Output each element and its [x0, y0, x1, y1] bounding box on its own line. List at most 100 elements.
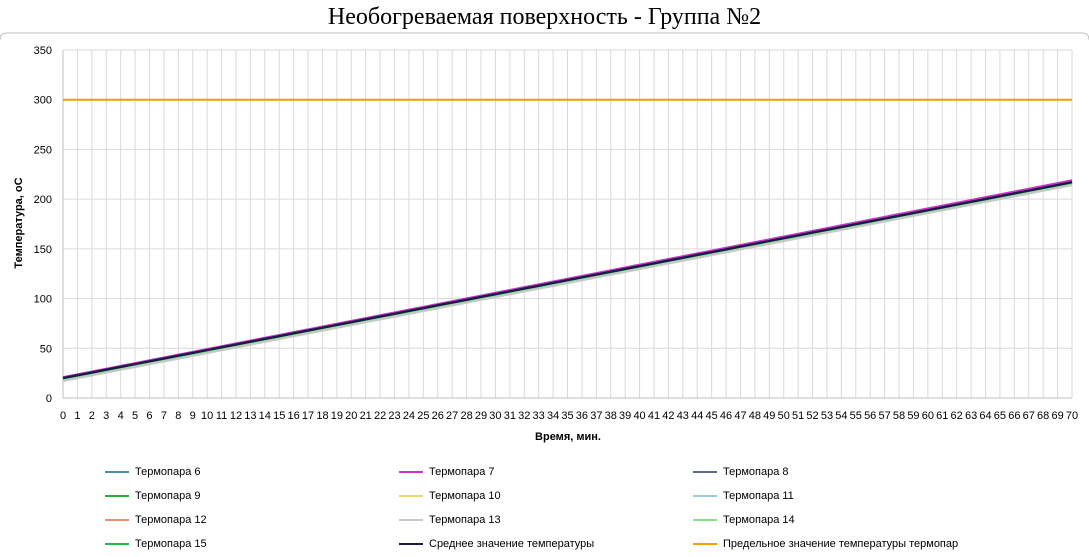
x-tick-label: 19: [331, 410, 343, 422]
x-tick-label: 44: [691, 410, 703, 422]
x-tick-label: 54: [835, 410, 847, 422]
y-axis-label: Температура, оС: [13, 177, 25, 268]
x-tick-label: 53: [821, 410, 833, 422]
legend-label: Термопара 11: [723, 490, 794, 502]
x-tick-label: 20: [345, 410, 357, 422]
x-tick-label: 62: [951, 410, 963, 422]
x-tick-label: 11: [216, 410, 227, 422]
legend-swatch: [399, 471, 423, 473]
legend-label: Среднее значение температуры: [429, 538, 595, 550]
chart-border: [0, 32, 1089, 41]
legend-item: Предельное значение температуры термопар: [693, 537, 958, 551]
x-tick-label: 43: [677, 410, 689, 422]
x-tick-label: 51: [792, 410, 804, 422]
y-tick-label: 150: [34, 244, 52, 256]
x-tick-label: 15: [273, 410, 285, 422]
x-tick-label: 36: [576, 410, 588, 422]
x-tick-label: 6: [146, 410, 152, 422]
x-tick-label: 50: [778, 410, 790, 422]
x-tick-label: 40: [633, 410, 645, 422]
legend-label: Термопара 14: [723, 514, 795, 526]
x-tick-label: 48: [749, 410, 761, 422]
x-tick-label: 67: [1023, 410, 1035, 422]
x-tick-label: 14: [259, 410, 271, 422]
legend-item: Термопара 7: [399, 465, 495, 479]
legend-label: Термопара 7: [429, 466, 495, 478]
legend-swatch: [693, 519, 717, 521]
x-tick-label: 25: [417, 410, 429, 422]
legend-label: Термопара 12: [135, 514, 207, 526]
y-tick-label: 200: [34, 194, 52, 206]
x-tick-label: 35: [561, 410, 573, 422]
legend-item: Термопара 15: [105, 537, 207, 551]
legend-item: Термопара 8: [693, 465, 789, 479]
x-tick-label: 0: [60, 410, 66, 422]
legend-swatch: [105, 519, 129, 521]
x-tick-label: 55: [850, 410, 862, 422]
x-tick-label: 22: [374, 410, 386, 422]
x-tick-label: 32: [518, 410, 530, 422]
x-tick-label: 4: [118, 410, 124, 422]
legend-item: Термопара 12: [105, 513, 207, 527]
x-tick-label: 12: [230, 410, 242, 422]
x-tick-label: 8: [175, 410, 181, 422]
legend-label: Термопара 15: [135, 538, 207, 550]
x-tick-label: 66: [1008, 410, 1020, 422]
x-tick-label: 59: [907, 410, 919, 422]
x-tick-label: 42: [662, 410, 674, 422]
x-tick-label: 24: [403, 410, 415, 422]
legend-label: Термопара 6: [135, 466, 201, 478]
x-tick-label: 57: [878, 410, 890, 422]
legend-swatch: [105, 543, 129, 545]
x-tick-label: 13: [244, 410, 256, 422]
x-tick-label: 60: [922, 410, 934, 422]
x-tick-label: 27: [446, 410, 458, 422]
legend-label: Термопара 10: [429, 490, 501, 502]
legend-label: Термопара 13: [429, 514, 501, 526]
chart-legend: Термопара 6 Термопара 7 Термопара 8 Термопа…: [0, 460, 1089, 557]
legend-swatch: [105, 471, 129, 473]
x-tick-label: 1: [74, 410, 80, 422]
x-tick-label: 61: [936, 410, 948, 422]
y-tick-label: 350: [34, 45, 52, 57]
legend-item: Термопара 9: [105, 489, 201, 503]
legend-swatch: [693, 471, 717, 473]
y-tick-label: 300: [34, 95, 52, 107]
x-tick-label: 37: [590, 410, 602, 422]
legend-label: Предельное значение температуры термопар: [723, 538, 959, 550]
y-tick-label: 100: [34, 294, 52, 306]
legend-swatch: [105, 495, 129, 497]
x-tick-label: 31: [504, 410, 516, 422]
x-tick-label: 9: [190, 410, 196, 422]
legend-item: Термопара 14: [693, 513, 795, 527]
series-line: [62, 184, 1073, 383]
legend-swatch: [399, 519, 423, 521]
x-tick-label: 68: [1037, 410, 1049, 422]
x-tick-label: 7: [161, 410, 167, 422]
y-tick-label: 50: [40, 343, 52, 355]
x-tick-label: 47: [734, 410, 746, 422]
x-tick-label: 23: [388, 410, 400, 422]
x-tick-label: 69: [1051, 410, 1063, 422]
legend-swatch: [693, 543, 717, 545]
x-tick-label: 5: [132, 410, 138, 422]
legend-item: Среднее значение температуры: [399, 537, 594, 551]
y-tick-label: 0: [46, 393, 52, 405]
series-line: [62, 181, 1073, 380]
legend-item: Термопара 13: [399, 513, 501, 527]
x-tick-label: 3: [103, 410, 109, 422]
x-tick-label: 30: [489, 410, 501, 422]
x-tick-label: 28: [460, 410, 472, 422]
x-axis-label: Время, мин.: [535, 431, 601, 443]
legend-swatch: [399, 495, 423, 497]
x-tick-label: 26: [432, 410, 444, 422]
x-tick-label: 38: [605, 410, 617, 422]
x-tick-label: 34: [547, 410, 559, 422]
legend-swatch: [693, 495, 717, 497]
x-tick-label: 65: [994, 410, 1006, 422]
legend-label: Термопара 8: [723, 466, 789, 478]
legend-item: Термопара 10: [399, 489, 501, 503]
x-tick-label: 56: [864, 410, 876, 422]
